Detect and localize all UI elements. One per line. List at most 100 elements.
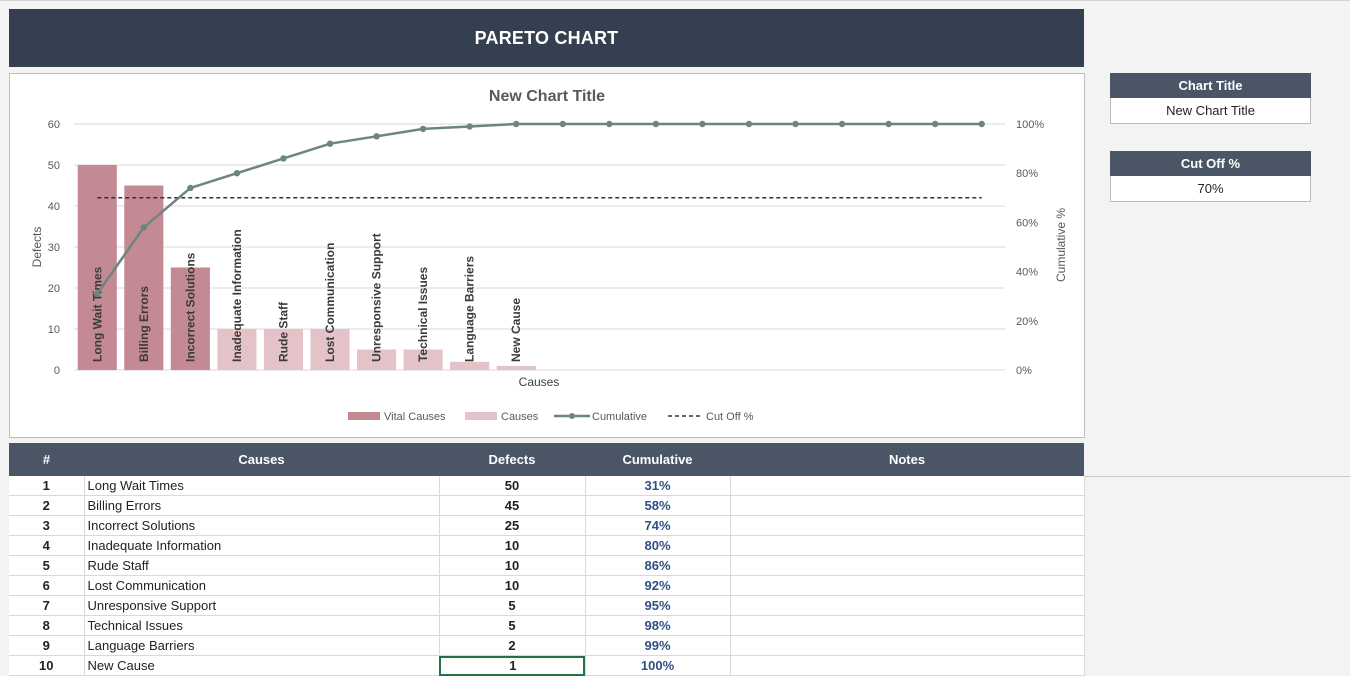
defects-cell[interactable]: 25 xyxy=(439,515,586,536)
row-number[interactable]: 2 xyxy=(9,495,85,516)
notes-cell[interactable] xyxy=(730,495,1085,516)
cumulative-cell[interactable]: 80% xyxy=(585,535,731,556)
y2-tick-label: 60% xyxy=(1016,217,1038,229)
defects-cell[interactable]: 5 xyxy=(439,595,586,616)
legend-causes-label: Causes xyxy=(501,411,539,423)
header-number: # xyxy=(9,443,84,476)
cumulative-point xyxy=(838,120,846,128)
chart-title-card: Chart Title New Chart Title xyxy=(1110,73,1311,124)
row-number[interactable]: 4 xyxy=(9,535,85,556)
cause-cell[interactable]: New Cause xyxy=(84,655,440,676)
sheet-gridline xyxy=(1084,476,1350,477)
row-number[interactable]: 7 xyxy=(9,595,85,616)
bar xyxy=(496,365,536,370)
bar xyxy=(450,361,490,370)
table-row: 8 Technical Issues 5 98% xyxy=(9,615,1085,636)
cumulative-point xyxy=(187,184,194,192)
cumulative-cell[interactable]: 74% xyxy=(585,515,731,536)
notes-cell[interactable] xyxy=(730,555,1085,576)
cause-cell[interactable]: Rude Staff xyxy=(84,555,440,576)
cumulative-cell[interactable]: 98% xyxy=(585,615,731,636)
cause-cell[interactable]: Technical Issues xyxy=(84,615,440,636)
cumulative-line xyxy=(96,122,982,295)
notes-cell[interactable] xyxy=(730,615,1085,636)
header-notes: Notes xyxy=(730,443,1084,476)
table-row: 5 Rude Staff 10 86% xyxy=(9,555,1085,576)
cumulative-cell[interactable]: 86% xyxy=(585,555,731,576)
notes-cell[interactable] xyxy=(730,595,1085,616)
cause-cell[interactable]: Lost Communication xyxy=(84,575,440,596)
cumulative-point xyxy=(978,120,985,128)
notes-cell[interactable] xyxy=(730,535,1085,556)
defects-cell[interactable]: 45 xyxy=(439,495,586,516)
table-row: 4 Inadequate Information 10 80% xyxy=(9,535,1085,556)
cumulative-point xyxy=(931,120,939,128)
cumulative-cell[interactable]: 92% xyxy=(585,575,731,596)
row-number[interactable]: 10 xyxy=(9,655,85,676)
category-label: Billing Errors xyxy=(137,286,151,362)
cause-cell[interactable]: Incorrect Solutions xyxy=(84,515,440,536)
notes-cell[interactable] xyxy=(730,575,1085,596)
page-title: PARETO CHART xyxy=(474,27,619,48)
notes-cell[interactable] xyxy=(730,655,1085,676)
cumulative-cell[interactable]: 100% xyxy=(585,655,731,676)
cumulative-cell[interactable]: 99% xyxy=(585,635,731,656)
cause-cell[interactable]: Inadequate Information xyxy=(84,535,440,556)
cause-cell[interactable]: Language Barriers xyxy=(84,635,440,656)
cumulative-point xyxy=(326,140,334,147)
y2-tick-label: 100% xyxy=(1016,119,1044,131)
cumulative-cell[interactable]: 31% xyxy=(585,476,731,496)
y-tick-label: 30 xyxy=(48,242,60,254)
category-label: New Cause xyxy=(509,298,523,362)
defects-cell[interactable]: 10 xyxy=(439,535,586,556)
cumulative-point xyxy=(513,120,520,128)
defects-cell[interactable]: 10 xyxy=(439,575,586,596)
category-label: Long Wait Times xyxy=(90,266,104,362)
notes-cell[interactable] xyxy=(730,635,1085,656)
cumulative-point xyxy=(559,120,566,128)
category-label: Language Barriers xyxy=(463,256,477,362)
category-label: Lost Communication xyxy=(323,243,337,362)
cumulative-point xyxy=(466,123,473,130)
table-row: 1 Long Wait Times 50 31% xyxy=(9,476,1085,496)
legend-causes-swatch xyxy=(465,412,497,420)
defects-cell[interactable]: 1 xyxy=(439,655,586,676)
cumulative-point xyxy=(373,133,380,140)
legend-cumulative-label: Cumulative xyxy=(592,411,647,423)
row-number[interactable]: 6 xyxy=(9,575,85,596)
row-number[interactable]: 1 xyxy=(9,476,85,496)
legend-cumulative-marker xyxy=(569,413,575,419)
table-row: 6 Lost Communication 10 92% xyxy=(9,575,1085,596)
bar xyxy=(77,165,117,370)
defects-cell[interactable]: 10 xyxy=(439,555,586,576)
row-number[interactable]: 3 xyxy=(9,515,85,536)
chart-title-label: Chart Title xyxy=(1110,73,1311,98)
cause-cell[interactable]: Billing Errors xyxy=(84,495,440,516)
cause-cell[interactable]: Long Wait Times xyxy=(84,476,440,496)
cutoff-input[interactable]: 70% xyxy=(1110,176,1311,202)
defects-cell[interactable]: 5 xyxy=(439,615,586,636)
defects-cell[interactable]: 50 xyxy=(439,476,586,496)
chart-title: New Chart Title xyxy=(489,88,605,105)
chart-title-input[interactable]: New Chart Title xyxy=(1110,98,1311,124)
cause-cell[interactable]: Unresponsive Support xyxy=(84,595,440,616)
defects-cell[interactable]: 2 xyxy=(439,635,586,656)
notes-cell[interactable] xyxy=(730,476,1085,496)
notes-cell[interactable] xyxy=(730,515,1085,536)
pareto-chart[interactable]: 0 10 20 30 40 50 60 0% 20% 40% 60% 80% 100% New Chart… xyxy=(9,73,1085,438)
cumulative-cell[interactable]: 95% xyxy=(585,595,731,616)
category-label: Rude Staff xyxy=(276,301,290,362)
cumulative-point xyxy=(699,120,706,128)
cumulative-point xyxy=(140,224,148,231)
bar xyxy=(263,329,304,370)
row-number[interactable]: 9 xyxy=(9,635,85,656)
cutoff-label: Cut Off % xyxy=(1110,151,1311,176)
row-number[interactable]: 8 xyxy=(9,615,85,636)
row-number[interactable]: 5 xyxy=(9,555,85,576)
cumulative-point xyxy=(606,120,613,128)
cumulative-point xyxy=(745,120,753,128)
chart-svg: 0 10 20 30 40 50 60 0% 20% 40% 60% 80% 100% New Chart… xyxy=(30,88,1068,423)
cumulative-cell[interactable]: 58% xyxy=(585,495,731,516)
causes-table: # Causes Defects Cumulative Notes 1 Long … xyxy=(9,443,1085,676)
category-label: Incorrect Solutions xyxy=(183,252,197,362)
